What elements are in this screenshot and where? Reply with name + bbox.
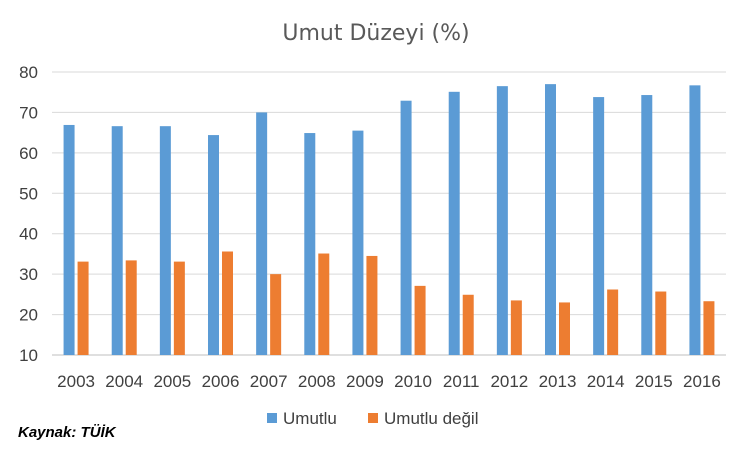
bar-umutlu-degil-2009 — [366, 255, 378, 355]
y-axis-ticks: 10 20 30 40 50 60 70 80 — [19, 63, 38, 365]
bar-umutlu-degil-2007 — [270, 274, 282, 355]
y-tick-label-30: 30 — [19, 265, 38, 284]
chart-title: Umut Düzeyi (%) — [282, 21, 469, 46]
bar-umutlu-2005 — [159, 126, 171, 355]
bar-umutlu-2013 — [545, 84, 556, 355]
y-tick-label-70: 70 — [19, 103, 38, 122]
x-axis-ticks: 2003 2004 2005 2006 2007 2008 2009 2010 2011 2012… — [57, 372, 721, 391]
x-tick-label-2007: 2007 — [250, 372, 288, 391]
bar-umutlu-2008 — [304, 133, 316, 355]
x-tick-label-2013: 2013 — [539, 372, 577, 391]
legend-label-umutlu: Umutlu — [283, 409, 337, 428]
y-tick-label-50: 50 — [19, 184, 38, 203]
bar-umutlu-degil-2003 — [77, 261, 89, 355]
bar-umutlu-degil-2006 — [222, 251, 233, 355]
bar-umutlu-degil-2014 — [607, 289, 619, 355]
legend-swatch-umutlu — [267, 413, 277, 423]
bar-umutlu-2015 — [641, 95, 653, 356]
bar-umutlu-2014 — [593, 97, 605, 356]
bar-umutlu-2003 — [63, 124, 75, 355]
bar-umutlu-2009 — [352, 130, 364, 355]
bar-umutlu-2012 — [496, 86, 508, 356]
y-tick-label-10: 10 — [19, 346, 38, 365]
x-tick-label-2008: 2008 — [298, 372, 336, 391]
bar-umutlu-degil-2008 — [318, 253, 330, 355]
bar-umutlu-degil-2005 — [173, 261, 185, 355]
bar-umutlu-degil-2012 — [510, 300, 522, 355]
bar-umutlu-2007 — [256, 112, 268, 355]
x-tick-label-2009: 2009 — [346, 372, 384, 391]
bar-umutlu-2006 — [208, 135, 219, 355]
bars — [63, 84, 715, 356]
bar-umutlu-2011 — [448, 91, 460, 355]
x-tick-label-2005: 2005 — [153, 372, 191, 391]
y-tick-label-40: 40 — [19, 225, 38, 244]
x-tick-label-2004: 2004 — [105, 372, 143, 391]
x-tick-label-2003: 2003 — [57, 372, 95, 391]
x-tick-label-2011: 2011 — [443, 372, 480, 391]
bar-umutlu-degil-2016 — [703, 301, 715, 355]
bar-umutlu-degil-2004 — [125, 260, 137, 355]
x-tick-label-2014: 2014 — [587, 372, 625, 391]
bar-umutlu-degil-2010 — [414, 285, 426, 355]
x-tick-label-2010: 2010 — [394, 372, 432, 391]
bar-umutlu-2010 — [400, 100, 412, 355]
bar-umutlu-2004 — [111, 126, 123, 355]
bar-umutlu-degil-2013 — [559, 302, 570, 355]
gridlines — [52, 71, 726, 356]
y-tick-label-80: 80 — [19, 63, 38, 82]
y-tick-label-60: 60 — [19, 144, 38, 163]
x-tick-label-2016: 2016 — [683, 372, 721, 391]
bar-umutlu-degil-2015 — [655, 291, 667, 355]
x-tick-label-2015: 2015 — [635, 372, 673, 391]
y-tick-label-20: 20 — [19, 306, 38, 325]
legend-swatch-umutlu-degil — [368, 413, 378, 423]
bar-umutlu-2016 — [689, 85, 701, 355]
legend: Umutlu Umutlu değil — [267, 409, 479, 428]
source-note: Kaynak: TÜİK — [18, 424, 116, 441]
x-tick-label-2012: 2012 — [490, 372, 528, 391]
bar-umutlu-degil-2011 — [462, 294, 474, 355]
legend-label-umutlu-degil: Umutlu değil — [384, 409, 479, 428]
x-tick-label-2006: 2006 — [202, 372, 240, 391]
